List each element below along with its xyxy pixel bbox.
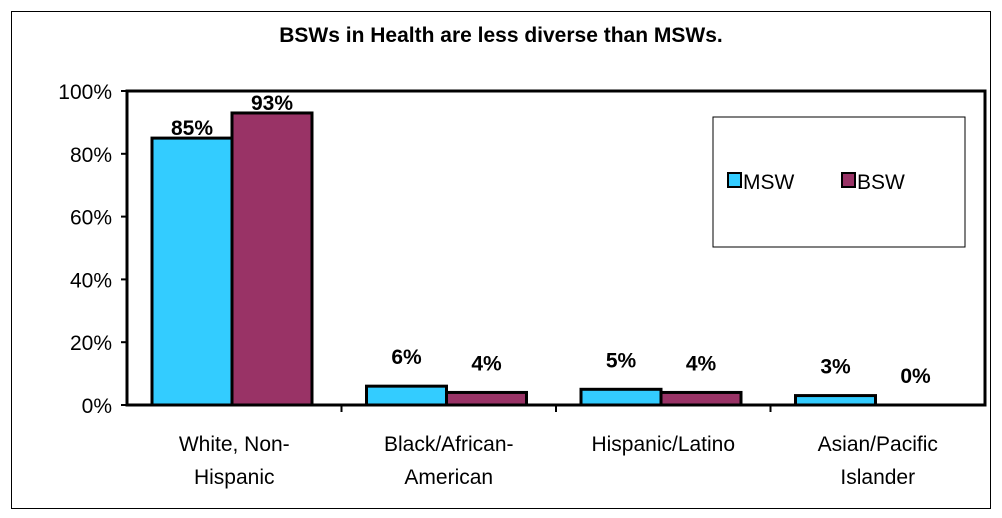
data-label: 5% bbox=[606, 349, 637, 372]
bar-bsw bbox=[445, 390, 528, 407]
category-label: Hispanic/Latino bbox=[591, 433, 735, 456]
bar-bsw bbox=[659, 390, 743, 407]
category-label: Islander bbox=[840, 466, 915, 489]
data-label: 3% bbox=[820, 356, 851, 379]
y-tick-label: 0% bbox=[82, 395, 112, 418]
category-label: American bbox=[404, 466, 493, 489]
bar-msw bbox=[579, 387, 663, 407]
y-tick-label: 60% bbox=[70, 207, 112, 230]
data-label: 6% bbox=[391, 346, 422, 369]
chart-title: BSWs in Health are less diverse than MSW… bbox=[279, 24, 723, 47]
category-label: Asian/Pacific bbox=[818, 433, 938, 456]
category-label: Black/African- bbox=[384, 433, 514, 456]
legend-swatch-msw bbox=[727, 172, 742, 188]
data-label: 93% bbox=[251, 92, 293, 115]
data-label: 4% bbox=[471, 352, 502, 375]
data-label: 4% bbox=[686, 352, 717, 375]
legend-label: MSW bbox=[743, 171, 795, 194]
legend-swatch-bsw bbox=[841, 172, 856, 188]
category-label: White, Non- bbox=[179, 433, 290, 456]
y-tick-label: 80% bbox=[70, 144, 112, 167]
bar-msw bbox=[365, 384, 448, 407]
category-label: Hispanic bbox=[194, 466, 275, 489]
data-label: 0% bbox=[900, 365, 931, 388]
y-tick-label: 100% bbox=[58, 81, 112, 104]
y-tick-label: 40% bbox=[70, 269, 112, 292]
legend-label: BSW bbox=[857, 171, 905, 194]
bar-msw bbox=[794, 394, 877, 407]
bar-msw bbox=[150, 136, 234, 407]
bar-bsw bbox=[230, 111, 314, 407]
y-tick-label: 20% bbox=[70, 332, 112, 355]
legend-box bbox=[712, 116, 966, 248]
data-label: 85% bbox=[171, 117, 213, 140]
